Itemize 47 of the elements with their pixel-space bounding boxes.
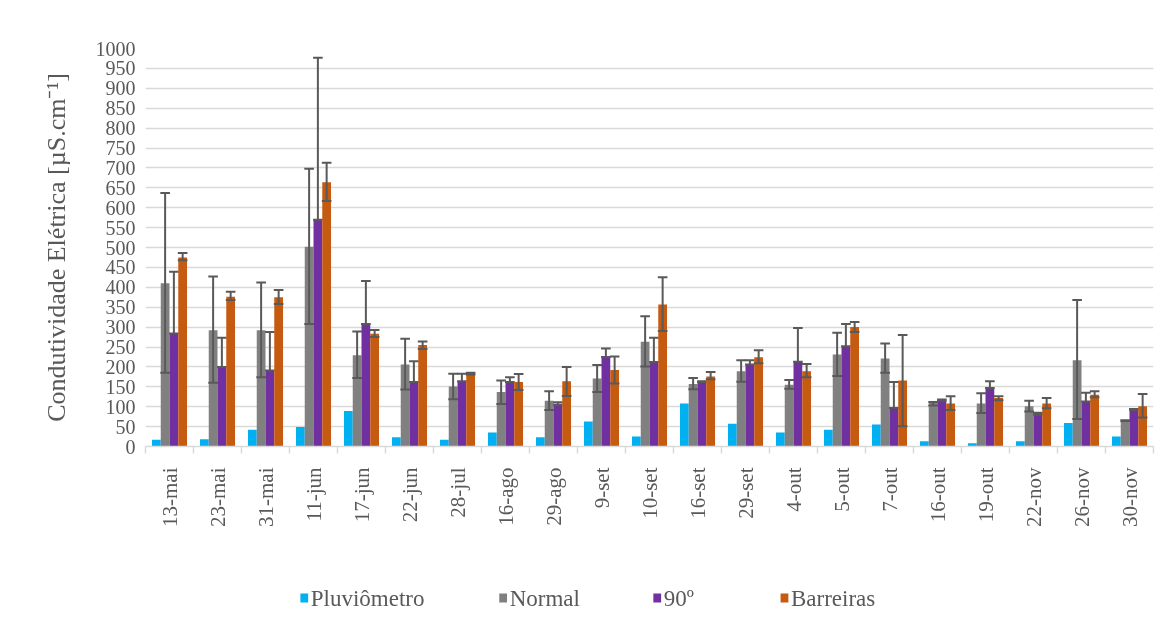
y-tick-label: 700 <box>105 156 136 179</box>
x-tick-label: 19-out <box>973 467 998 523</box>
x-tick-label: 7-out <box>877 467 902 512</box>
x-tick-label: 9-set <box>589 467 614 509</box>
y-tick-label: 850 <box>105 97 136 120</box>
x-tick-label: 22-nov <box>1021 467 1046 527</box>
x-tick-label: 11-jun <box>301 467 326 522</box>
legend-label: Normal <box>509 585 580 611</box>
x-tick-label: 31-mai <box>253 467 278 527</box>
x-tick-label: 5-out <box>829 467 854 512</box>
y-tick-label: 950 <box>105 57 136 80</box>
x-tick-label: 29-ago <box>541 467 566 526</box>
legend-label: Pluviômetro <box>310 585 425 611</box>
y-tick-label: 400 <box>105 276 136 299</box>
x-tick-label: 30-nov <box>1117 467 1142 527</box>
y-tick-label: 600 <box>105 196 136 219</box>
y-tick-label: 300 <box>105 316 136 339</box>
y-tick-label: 1000 <box>95 37 136 60</box>
y-tick-label: 100 <box>105 395 136 418</box>
legend-label: Barreiras <box>790 585 876 611</box>
y-tick-label: 900 <box>105 77 136 100</box>
y-tick-label: 750 <box>105 137 136 159</box>
x-tick-label: 16-ago <box>493 467 518 526</box>
y-tick-label: 250 <box>105 336 136 358</box>
x-tick-label: 26-nov <box>1069 467 1094 527</box>
y-tick-label: 0 <box>125 435 136 458</box>
x-tick-label: 4-out <box>781 467 806 512</box>
x-tick-label: 13-mai <box>157 467 182 527</box>
y-tick-label: 150 <box>105 375 136 398</box>
x-tick-label: 29-set <box>733 467 758 519</box>
x-tick-label: 17-jun <box>349 467 374 523</box>
x-tick-label: 23-mai <box>205 467 230 527</box>
y-tick-label: 650 <box>105 176 136 199</box>
y-tick-label: 50 <box>115 415 136 438</box>
x-tick-label: 22-jun <box>397 467 422 523</box>
y-tick-label: 200 <box>105 355 136 378</box>
y-tick-label: 550 <box>105 216 136 239</box>
y-axis-title: Condutividade Elétrica [µS.cm⁻¹] <box>41 73 71 422</box>
x-tick-label: 16-set <box>685 467 710 519</box>
x-tick-label: 16-out <box>925 467 950 523</box>
x-tick-label: 10-set <box>637 467 662 519</box>
legend-label: 90º <box>663 585 694 611</box>
y-tick-label: 500 <box>105 236 136 259</box>
y-tick-label: 450 <box>105 256 136 279</box>
x-tick-label: 28-jul <box>445 467 470 518</box>
y-tick-label: 800 <box>105 117 136 140</box>
y-tick-label: 350 <box>105 296 136 319</box>
